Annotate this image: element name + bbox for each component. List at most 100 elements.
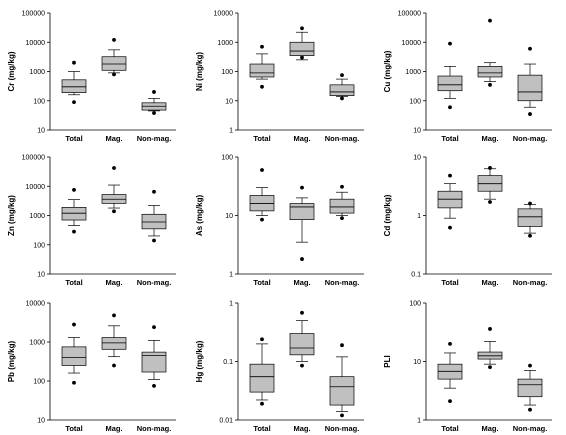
outlier-point (72, 100, 76, 104)
box-total (61, 322, 87, 385)
y-tick-label: 10 (37, 128, 45, 135)
y-tick-label: 1 (417, 418, 421, 425)
x-category-label: Total (65, 134, 82, 143)
x-category-label: Non-mag. (513, 424, 548, 433)
iqr-box (289, 41, 315, 56)
outlier-point (488, 18, 492, 23)
y-tick-label: 0.01 (219, 418, 233, 425)
box-mag (289, 185, 315, 261)
box-total (249, 44, 275, 89)
box-nonmag (141, 325, 167, 388)
iqr-box (141, 351, 167, 373)
outlier-point (488, 166, 492, 170)
y-tick-label: 1000 (405, 69, 421, 76)
box-nonmag (329, 73, 355, 101)
box-mag (289, 310, 315, 368)
box-nonmag (329, 184, 355, 221)
outlier-point (72, 60, 76, 65)
outlier-point (260, 337, 264, 342)
box-nonmag (517, 46, 543, 116)
y-tick-label: 100000 (398, 11, 421, 18)
y-tick-label: 100 (33, 98, 45, 105)
y-tick-label: 10 (37, 418, 45, 425)
x-category-label: Non-mag. (137, 424, 172, 433)
iqr-box (141, 213, 167, 230)
y-tick-label: 100 (221, 155, 233, 162)
x-category-label: Total (253, 424, 270, 433)
x-category-label: Mag. (293, 424, 310, 433)
y-axis-title: Cd (mg/kg) (383, 194, 392, 236)
outlier-point (340, 413, 344, 418)
box-total (61, 188, 87, 234)
box-mag (101, 313, 127, 368)
outlier-point (340, 96, 344, 101)
box-total (61, 60, 87, 104)
outlier-point (152, 325, 156, 330)
y-tick-label: 10000 (214, 11, 234, 18)
panel-pb: 10 100 1000 10000 Pb (mg/kg) Total Mag. Non-mag… (7, 301, 176, 433)
outlier-point (528, 201, 532, 206)
box-nonmag (329, 343, 355, 418)
y-tick-label: 0.1 (223, 359, 233, 366)
y-tick-label: 1 (229, 301, 233, 308)
iqr-box (61, 79, 87, 93)
x-category-label: Mag. (481, 278, 498, 287)
y-tick-label: 100000 (22, 155, 45, 162)
y-tick-label: 10 (37, 272, 45, 279)
x-category-label: Total (65, 424, 82, 433)
outlier-point (260, 217, 264, 222)
iqr-box (249, 363, 275, 393)
y-axis-title: Zn (mg/kg) (7, 195, 16, 236)
iqr-box (101, 337, 127, 350)
panel-as: 1 10 100 As (mg/kg) Total Mag. Non-mag. (195, 155, 364, 287)
y-tick-label: 10000 (26, 301, 46, 308)
iqr-box (437, 75, 463, 92)
outlier-point (448, 173, 452, 178)
outlier-point (72, 229, 76, 234)
y-axis-title: Hg (mg/kg) (195, 340, 204, 382)
y-tick-label: 1000 (29, 340, 45, 347)
outlier-point (488, 200, 492, 204)
y-tick-label: 10 (413, 155, 421, 162)
outlier-point (340, 184, 344, 189)
iqr-box (329, 376, 355, 406)
x-category-label: Non-mag. (325, 278, 360, 287)
y-tick-label: 10 (413, 359, 421, 366)
y-axis-title: Cr (mg/kg) (7, 51, 16, 91)
x-category-label: Mag. (105, 278, 122, 287)
outlier-point (448, 341, 452, 346)
iqr-box (517, 74, 543, 102)
box-total (437, 41, 463, 110)
outlier-point (260, 168, 264, 172)
outlier-point (528, 407, 532, 412)
panel-zn: 10 100 1000 10000 100000 Zn (mg/kg) Total Mag. N… (7, 155, 176, 287)
y-tick-label: 1 (229, 272, 233, 279)
outlier-point (152, 383, 156, 388)
y-axis-title: PLI (383, 355, 392, 367)
iqr-box (61, 206, 87, 221)
box-nonmag (141, 90, 167, 115)
box-mag (289, 26, 315, 61)
y-axis-title: Pb (mg/kg) (7, 341, 16, 383)
outlier-point (152, 238, 156, 243)
box-total (437, 341, 463, 404)
iqr-box (249, 63, 275, 78)
y-tick-label: 10000 (26, 184, 46, 191)
outlier-point (72, 322, 76, 327)
outlier-point (528, 112, 532, 116)
x-category-label: Total (65, 278, 82, 287)
outlier-point (488, 365, 492, 370)
y-tick-label: 10000 (26, 40, 46, 47)
outlier-point (112, 313, 116, 318)
outlier-point (448, 399, 452, 404)
x-category-label: Total (441, 424, 458, 433)
outlier-point (300, 310, 304, 315)
y-tick-label: 100 (409, 98, 421, 105)
y-tick-label: 10 (225, 213, 233, 220)
outlier-point (300, 55, 304, 60)
x-category-label: Total (441, 134, 458, 143)
outlier-point (72, 188, 76, 192)
iqr-box (517, 378, 543, 398)
outlier-point (260, 84, 264, 89)
outlier-point (112, 166, 116, 170)
